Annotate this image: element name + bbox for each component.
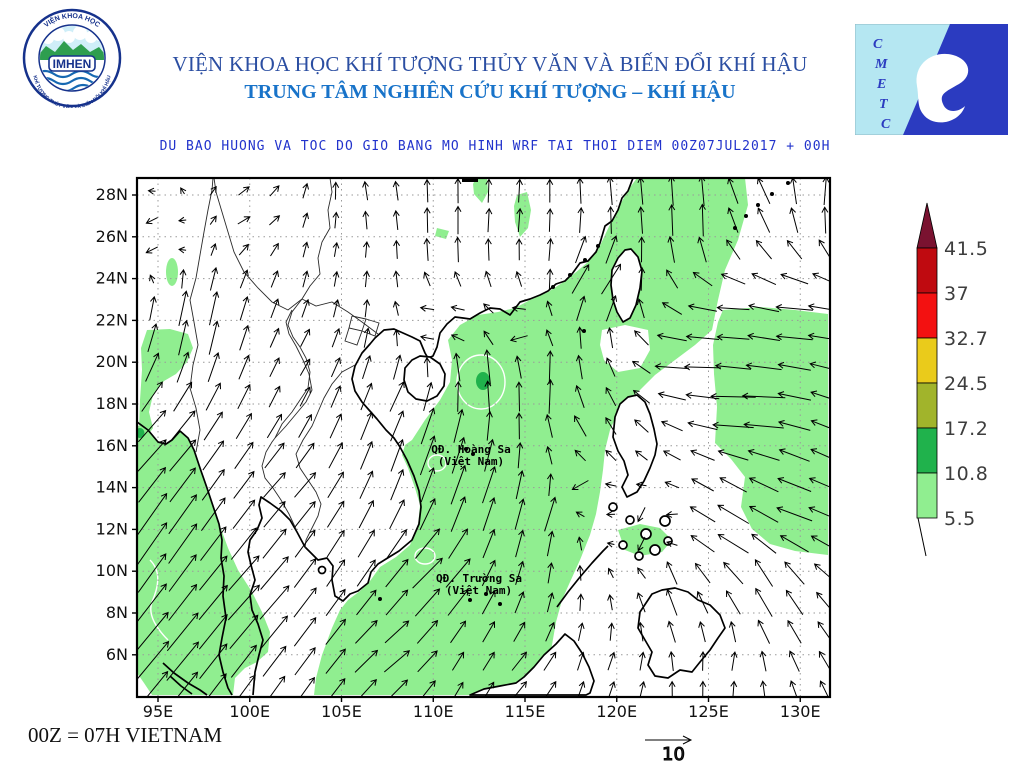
map-frame (135, 176, 832, 699)
cmetc-letter-t: T (879, 97, 889, 112)
map-inner: QĐ. Hoàng Sa(Việt Nam)QĐ. Trường Sa(Việt… (138, 179, 829, 696)
lon-tick-label: 120E (596, 702, 637, 721)
wind-speed-shading (138, 179, 828, 695)
axes: 95E 100E 105E 110E 115E 120E 125E 130E 28N 26N 24N… (96, 185, 821, 721)
imhen-logo: IMHEN VIỆN KHOA HỌC KHÍ TƯỢNG THỦY VĂN V… (22, 8, 122, 108)
legend-arrow-tip (916, 202, 938, 249)
archipelago-label: (Việt Nam) (446, 584, 512, 597)
archipelago-label: (Việt Nam) (438, 455, 504, 468)
legend-value: 41.5 (944, 238, 988, 260)
lat-tick-label: 14N (96, 478, 128, 497)
cmetc-logo-swirl (916, 53, 969, 123)
lon-tick-label: 115E (505, 702, 546, 721)
forecast-subtitle: DU BAO HUONG VA TOC DO GIO BANG MO HINH … (159, 139, 831, 154)
cmetc-letter-c2: C (881, 117, 891, 132)
legend-tail (917, 517, 927, 557)
archipelago-label: QĐ. Trường Sa (436, 572, 522, 585)
archipelago-label: QĐ. Hoàng Sa (431, 443, 510, 456)
map-labels: QĐ. Hoàng Sa(Việt Nam)QĐ. Trường Sa(Việt… (431, 443, 522, 597)
lat-tick-label: 18N (96, 394, 128, 413)
imhen-logo-text: IMHEN (53, 57, 92, 71)
legend-value: 5.5 (944, 508, 976, 530)
cmetc-letter-e: E (876, 77, 886, 92)
lat-tick-label: 26N (96, 227, 128, 246)
lat-tick-label: 8N (106, 603, 128, 622)
header-titles: VIỆN KHOA HỌC KHÍ TƯỢNG THỦY VĂN VÀ BIẾN… (130, 52, 850, 104)
reference-vector-label: 10 (662, 744, 685, 765)
lat-tick-label: 12N (96, 519, 128, 538)
imhen-name-box (48, 55, 96, 72)
legend-band (916, 247, 938, 294)
cmetc-logo: C M E T C (855, 24, 1008, 135)
reference-vector: 10 (645, 735, 693, 766)
wind-arrows (138, 179, 829, 696)
org-name-line1: VIỆN KHOA HỌC KHÍ TƯỢNG THỦY VĂN VÀ BIẾN… (172, 52, 808, 76)
org-name-line2: TRUNG TÂM NGHIÊN CỨU KHÍ TƯỢNG – KHÍ HẬU (244, 81, 736, 103)
speed-legend: 41.5 37 32.7 24.5 17.2 10.8 5.5 (916, 202, 988, 557)
cmetc-letter-c1: C (873, 37, 883, 52)
lon-tick-label: 110E (413, 702, 454, 721)
legend-band (916, 337, 938, 384)
lat-tick-label: 24N (96, 269, 128, 288)
lon-tick-label: 130E (780, 702, 821, 721)
legend-band (916, 292, 938, 339)
legend-band (916, 382, 938, 429)
legend-value: 17.2 (944, 418, 988, 440)
legend-value: 10.8 (944, 463, 988, 485)
lat-tick-label: 10N (96, 561, 128, 580)
lat-tick-label: 6N (106, 645, 128, 664)
cmetc-letters: C M E T C (873, 37, 891, 132)
lat-tick-label: 20N (96, 352, 128, 371)
lon-tick-label: 95E (143, 702, 173, 721)
political-boundaries (189, 179, 380, 549)
legend-value: 37 (944, 283, 969, 305)
lon-tick-label: 105E (321, 702, 362, 721)
lat-tick-label: 22N (96, 310, 128, 329)
legend-value: 24.5 (944, 373, 988, 395)
lat-tick-label: 16N (96, 436, 128, 455)
lon-tick-label: 100E (229, 702, 270, 721)
legend-value: 32.7 (944, 328, 988, 350)
lon-tick-label: 125E (688, 702, 729, 721)
legend-band (916, 427, 938, 474)
cmetc-letter-m: M (874, 57, 888, 72)
lat-tick-label: 28N (96, 185, 128, 204)
timezone-note: 00Z = 07H VIETNAM (28, 723, 223, 747)
legend-band (916, 472, 938, 519)
